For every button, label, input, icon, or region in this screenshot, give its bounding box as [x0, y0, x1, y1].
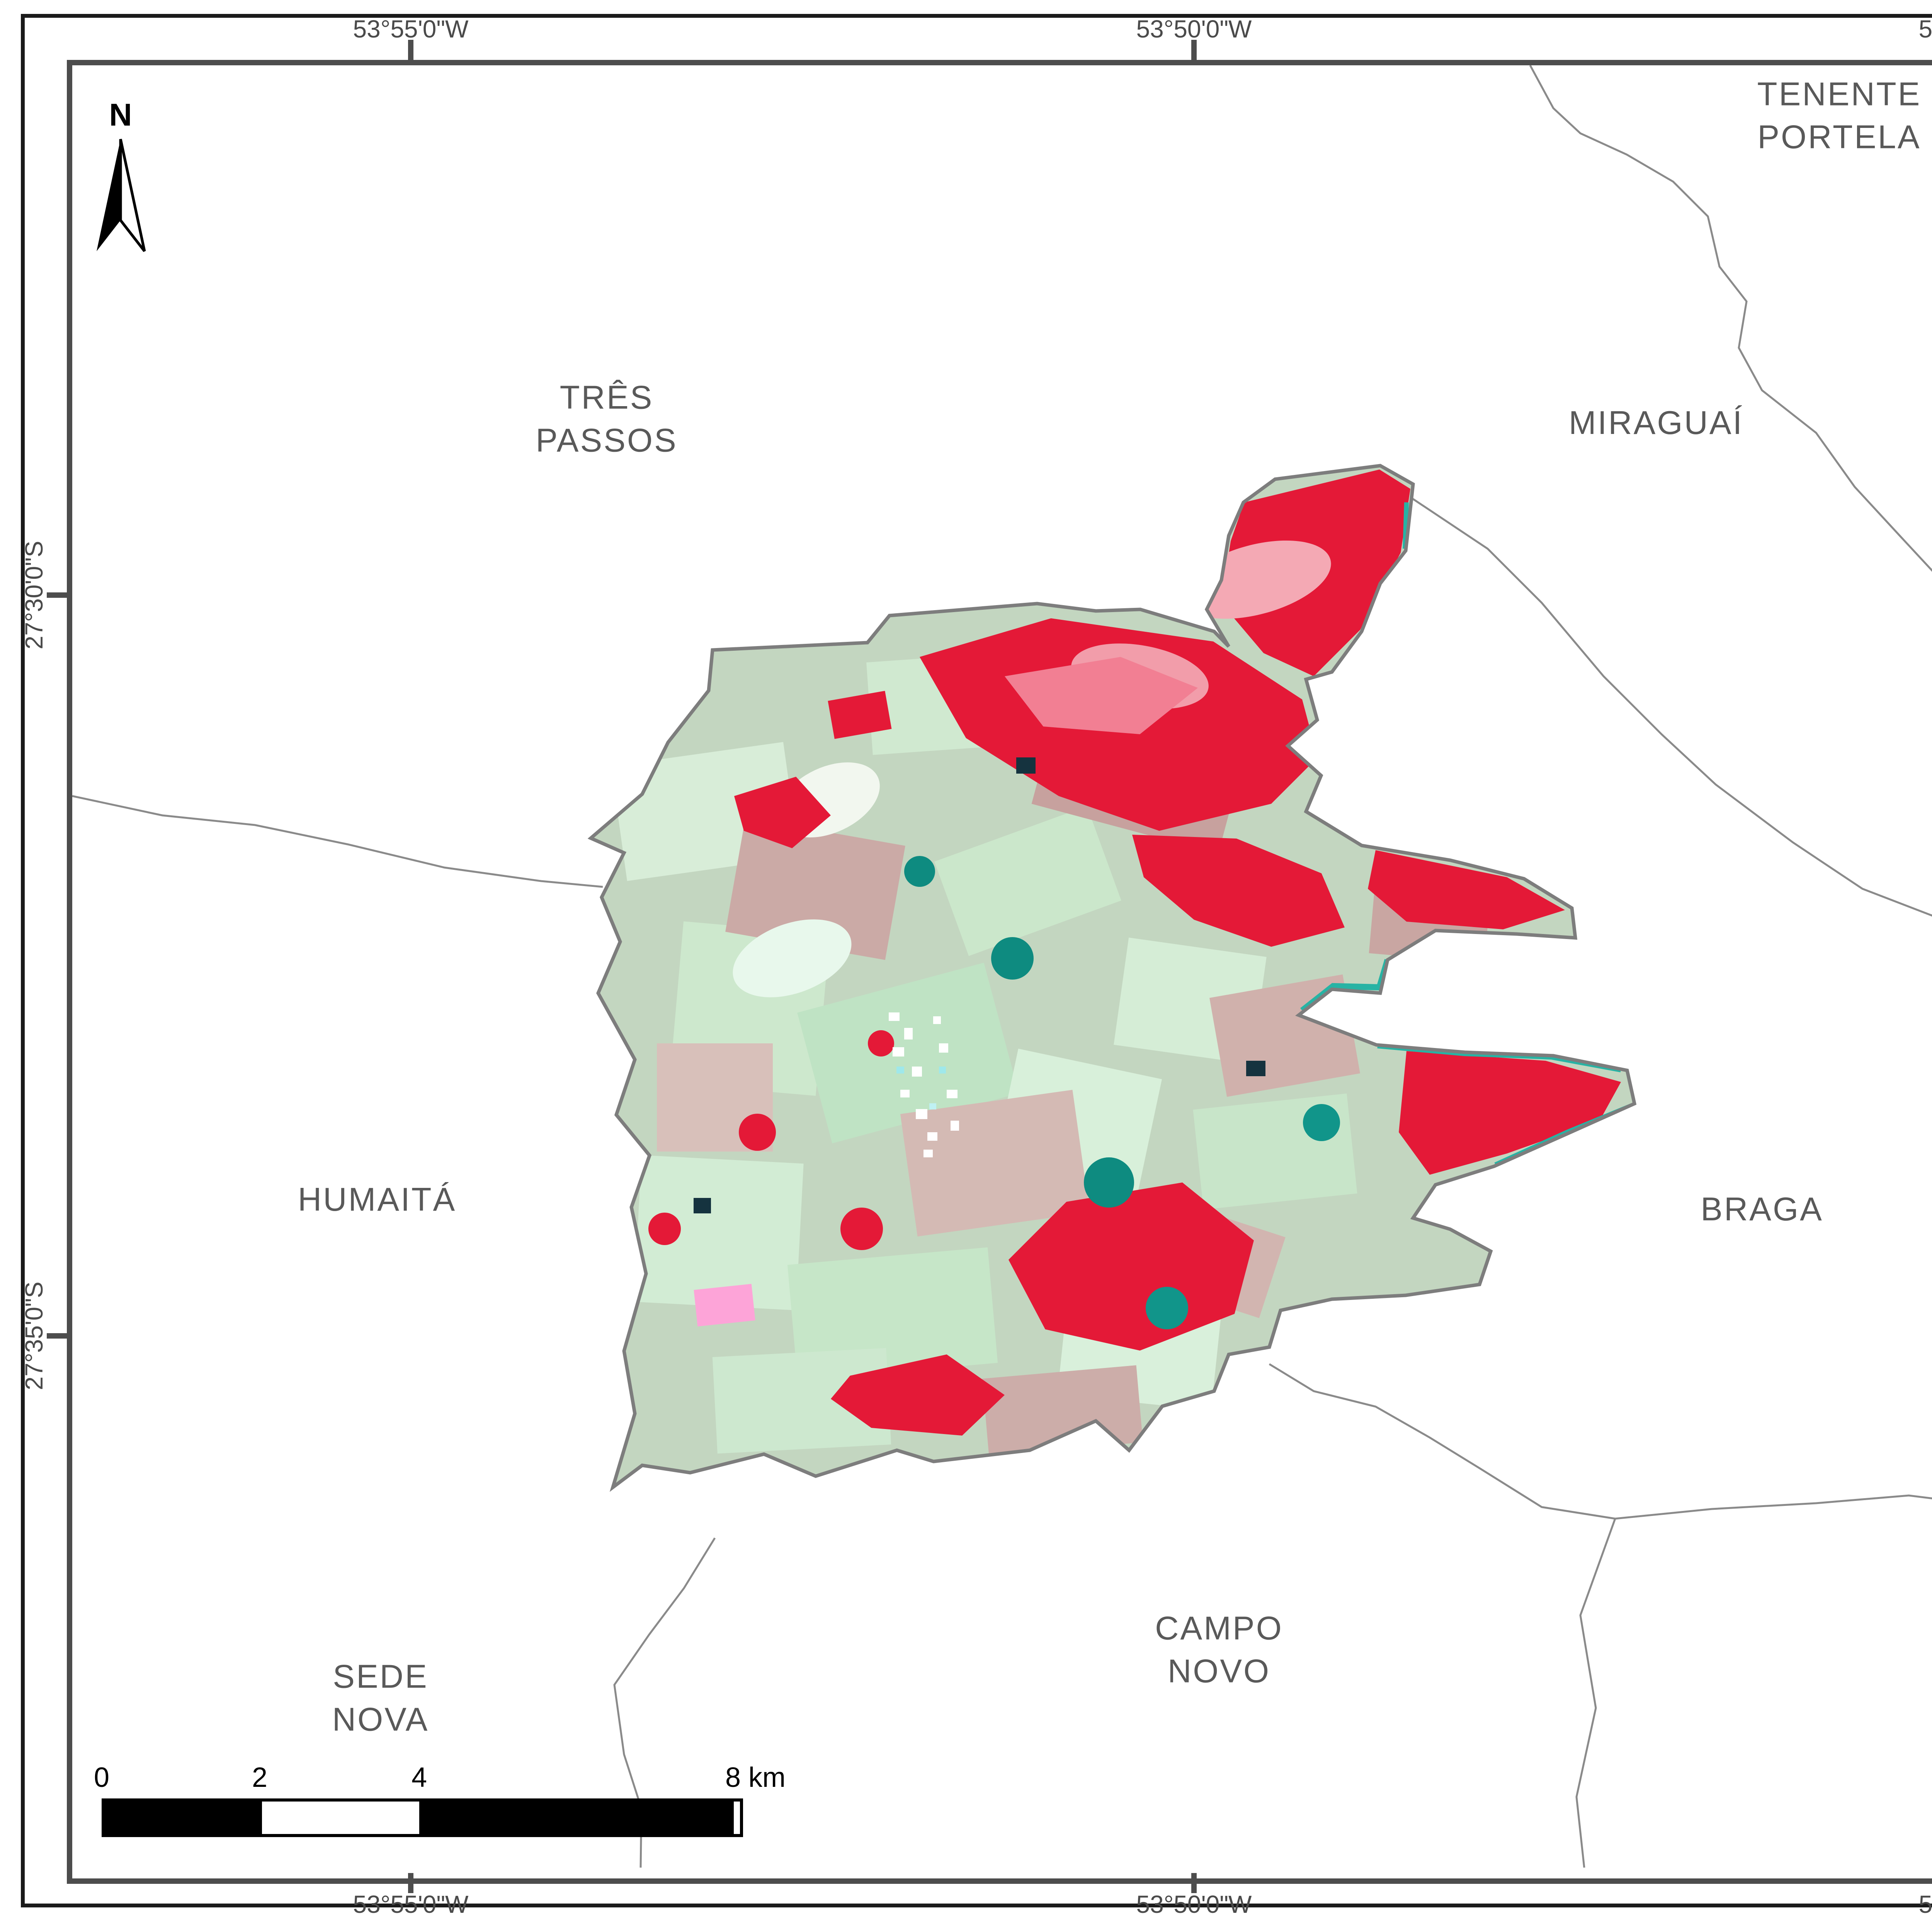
neighbor-label-braga: BRAGA	[1701, 1191, 1823, 1228]
neighbor-label-sede-nova: SEDE NOVA	[332, 1658, 429, 1738]
coord-label-left-2: 27°35'0"S	[20, 1281, 48, 1390]
neighbor-label-miraguai: MIRAGUAÍ	[1568, 404, 1744, 441]
scale-label-8km: 8 km	[725, 1762, 786, 1793]
neighbor-label-campo-novo: CAMPO NOVO	[1155, 1610, 1283, 1690]
tick-top-2	[1191, 40, 1197, 60]
map-canvas	[72, 65, 1932, 1868]
neighbor-label-humaita: HUMAITÁ	[298, 1181, 457, 1218]
neighbor-label-tenente-portela: TENENTE PORTELA	[1757, 76, 1922, 156]
scale-label-4: 4	[411, 1762, 427, 1793]
coord-label-bottom-1: 53°55'0"W	[353, 1890, 469, 1918]
tick-bottom-1	[408, 1873, 413, 1893]
scale-label-0: 0	[94, 1762, 110, 1793]
coord-label-bottom-3: 53°45'0"W	[1918, 1890, 1932, 1918]
scale-bar	[102, 1798, 743, 1837]
coord-label-bottom-2: 53°50'0"W	[1136, 1890, 1252, 1918]
sheet-border	[21, 14, 1932, 1907]
tick-top-1	[408, 40, 413, 60]
tick-bottom-2	[1191, 1873, 1197, 1893]
coord-label-left-1: 27°30'0"S	[20, 541, 48, 650]
municipality-outline	[587, 464, 1637, 1492]
neighbor-label-tres-passos: TRÊS PASSOS	[536, 379, 678, 459]
scale-label-2: 2	[252, 1762, 268, 1793]
north-arrow: N	[97, 97, 146, 252]
satellite-mosaic	[591, 466, 1634, 1487]
coord-label-top-1: 53°55'0"W	[353, 15, 469, 43]
tick-left-1	[47, 592, 67, 598]
coord-label-top-2: 53°50'0"W	[1136, 15, 1252, 43]
coord-label-top-3: 53°45'0"W	[1918, 15, 1932, 43]
tick-left-2	[47, 1333, 67, 1339]
north-label-glyph: N	[109, 97, 132, 133]
